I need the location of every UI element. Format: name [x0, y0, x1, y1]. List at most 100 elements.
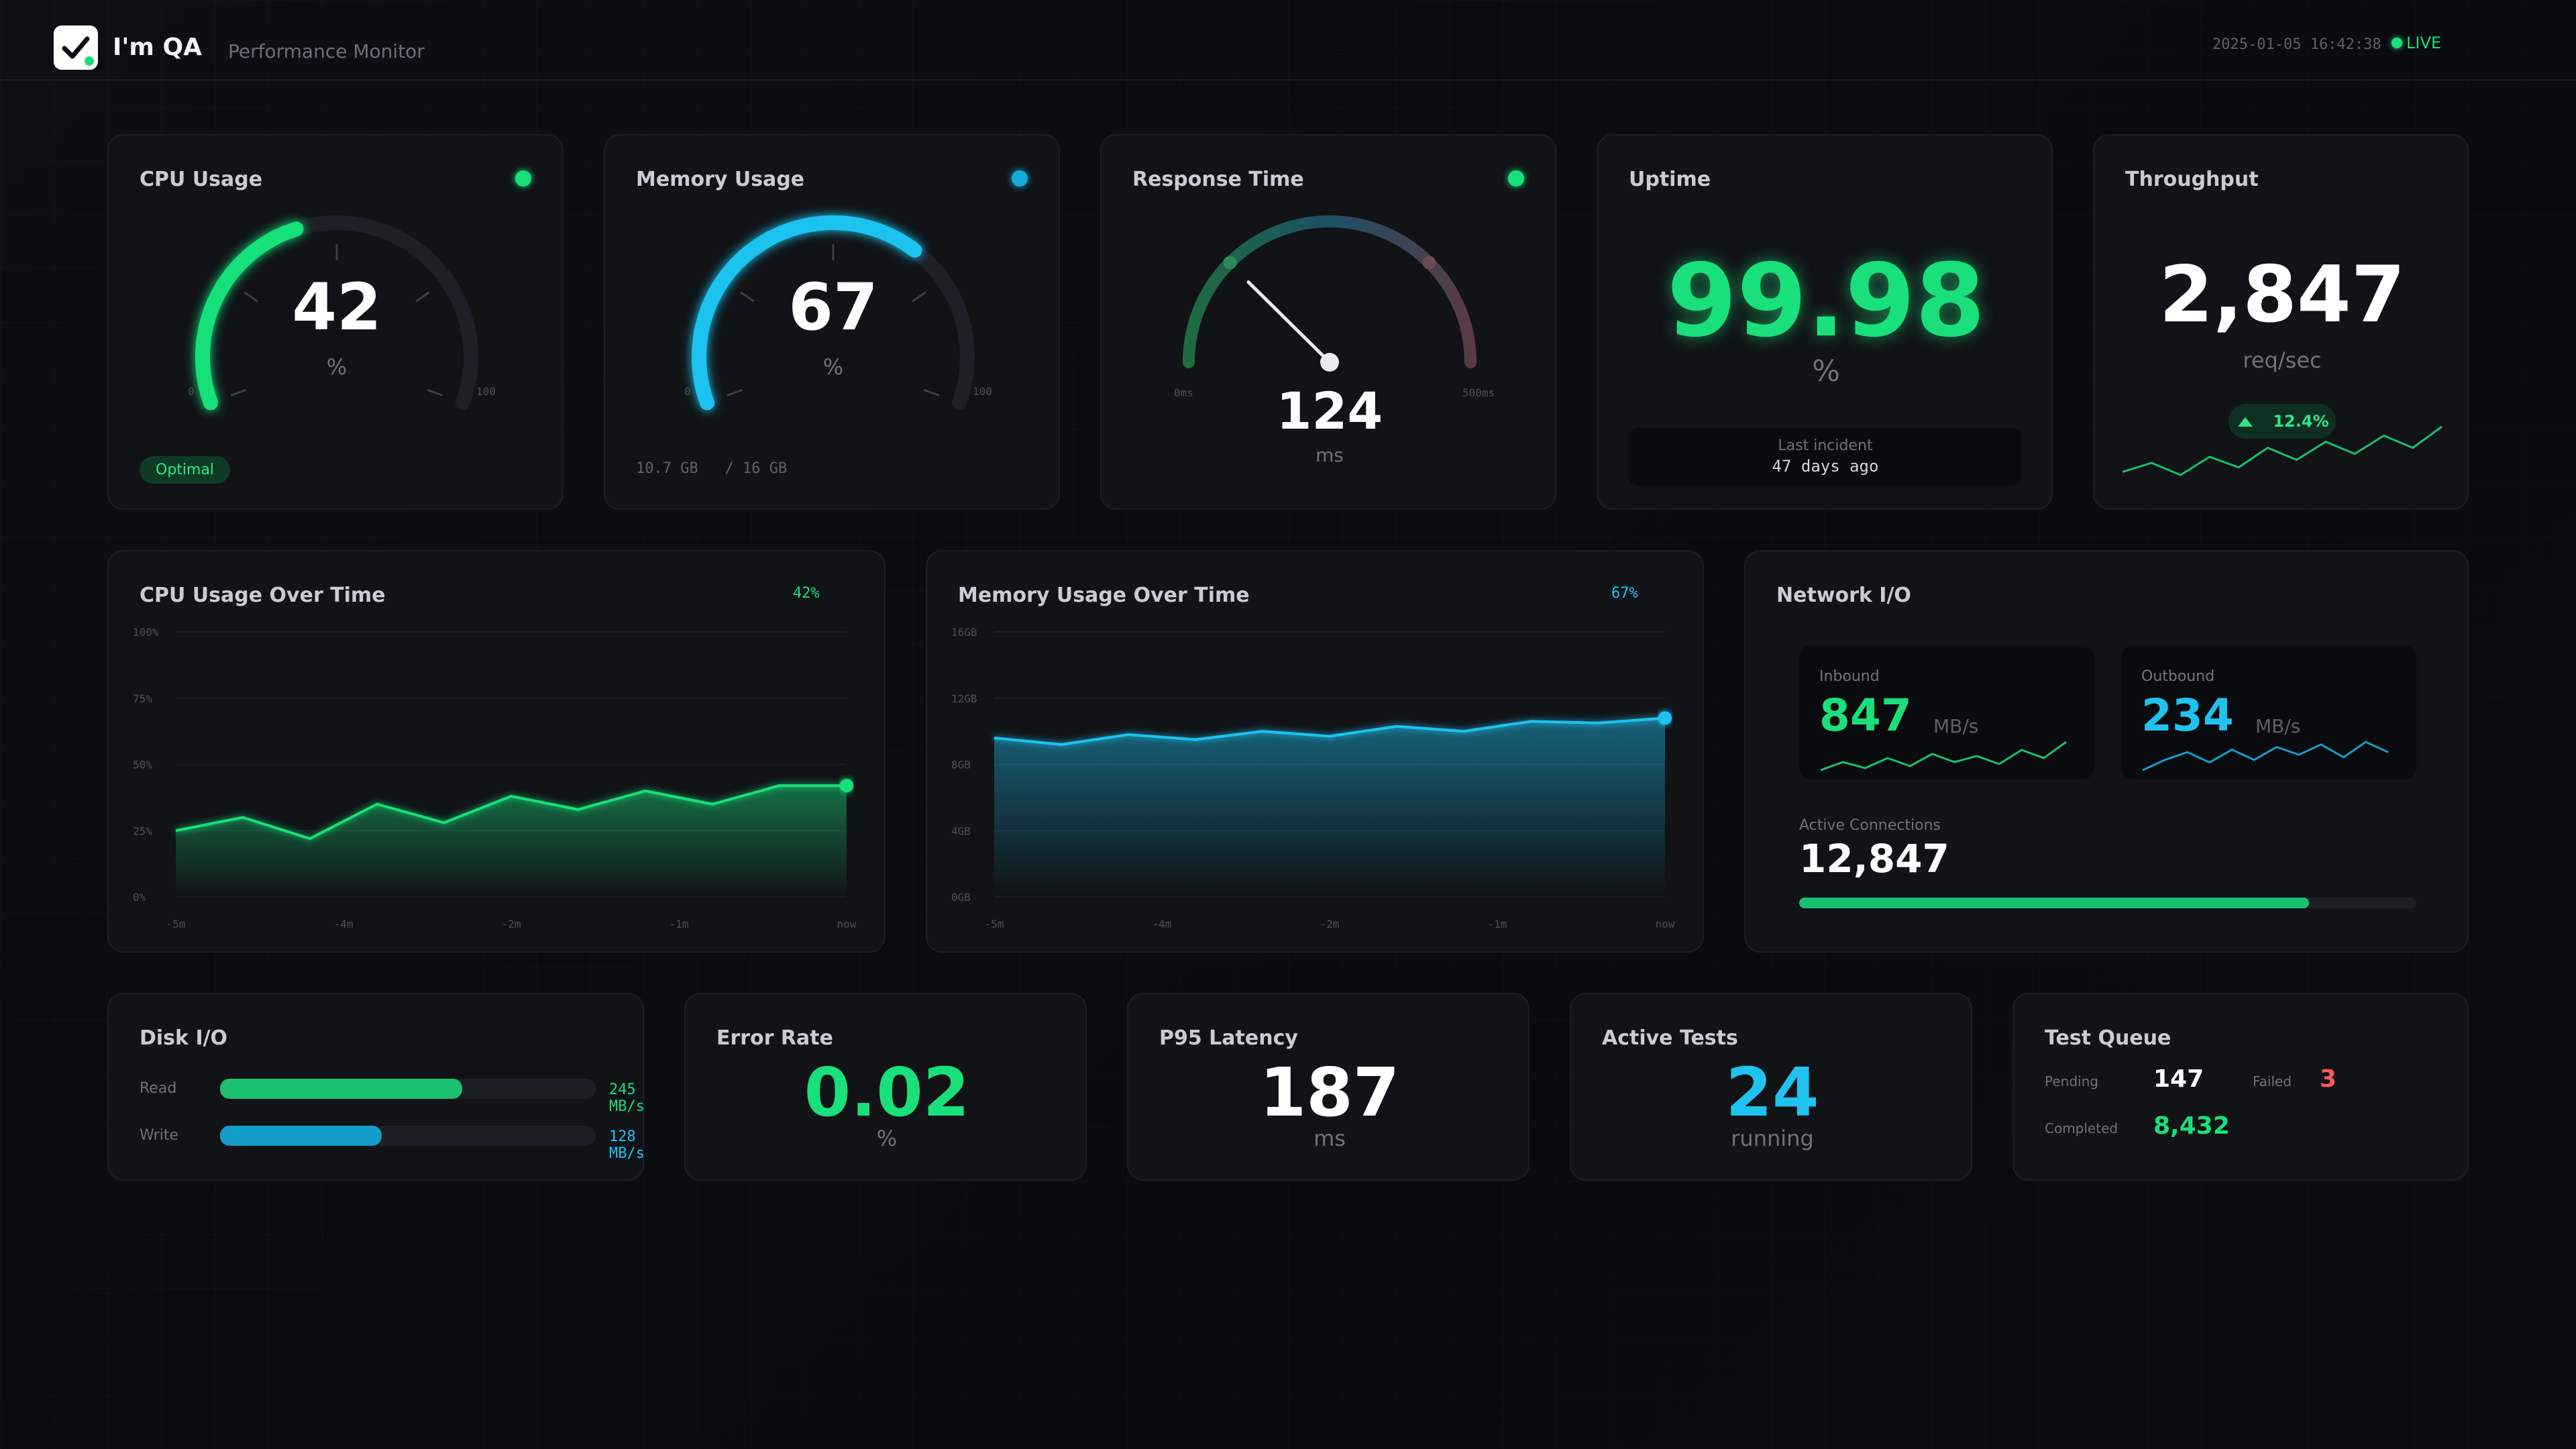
area-fill — [994, 718, 1665, 897]
connections-bar — [1799, 898, 2416, 908]
active-tests-unit: running — [1731, 1126, 1814, 1151]
response-value: 124 — [1276, 381, 1383, 441]
memory-footer: 10.7 GB / 16 GB — [636, 460, 787, 477]
timestamp: 2025-01-05 16:42:38 — [2212, 36, 2381, 53]
cpu-gauge — [195, 215, 478, 411]
arrow-up-icon — [2238, 417, 2253, 427]
error-rate-card: Error Rate 0.02 % — [684, 993, 1087, 1181]
x-tick-label: -5m — [166, 918, 186, 930]
status-dot — [1012, 170, 1028, 186]
connections-bar-fill — [1799, 898, 2309, 908]
disk-io-card: Disk I/O Read 245 MB/s Write 128 MB/s — [107, 993, 645, 1181]
outbound-line — [2142, 741, 2389, 771]
x-tick-label: now — [1656, 918, 1675, 930]
p95-latency-card: P95 Latency 187 ms — [1127, 993, 1529, 1181]
memory-total: / 16 GB — [724, 460, 788, 477]
current-point — [1658, 711, 1672, 725]
card-title: Error Rate — [716, 1026, 833, 1050]
x-tick-label: -2m — [1320, 918, 1340, 930]
y-tick-label: 8GB — [951, 759, 971, 771]
memory-used: 10.7 GB — [636, 460, 698, 477]
cpu-chart-card: CPU Usage Over Time 42% 100% 75% 50% 25% 0% -… — [107, 550, 885, 953]
x-tick-label: -1m — [1488, 918, 1507, 930]
error-unit: % — [876, 1126, 898, 1151]
y-tick-label: 25% — [133, 824, 152, 837]
inbound-sparkline — [1820, 741, 2067, 771]
y-tick-label: 50% — [133, 759, 152, 771]
response-unit: ms — [1316, 444, 1344, 466]
write-label: Write — [140, 1127, 179, 1144]
y-tick-label: 0GB — [951, 891, 971, 904]
cpu-unit: % — [326, 354, 347, 380]
gauge-tick — [427, 388, 443, 396]
gauge-tick — [727, 388, 743, 396]
read-label: Read — [140, 1080, 177, 1097]
outbound-label: Outbound — [2141, 668, 2215, 685]
trend-value: 12.4% — [2273, 412, 2329, 431]
memory-chart-card: Memory Usage Over Time 67% 16GB 12GB 8GB 4G… — [926, 550, 1704, 953]
card-title: Memory Usage — [636, 168, 805, 191]
inbound-line — [1820, 741, 2067, 771]
status-dot — [515, 170, 531, 186]
gauge-needle-hub — [1320, 353, 1339, 372]
uptime-card: Uptime 99.98 % Last incident 47 days ago — [1597, 134, 2053, 510]
memory-unit: % — [822, 354, 844, 380]
card-title: Uptime — [1629, 168, 1711, 191]
gauge-max-label: 500ms — [1462, 386, 1495, 399]
incident-label: Last incident — [1778, 437, 1873, 454]
gauge-fill — [195, 221, 304, 411]
inbound-box: Inbound 847 MB/s — [1799, 645, 2094, 780]
gauge-needle — [1246, 280, 1332, 364]
failed-value: 3 — [2320, 1065, 2337, 1093]
completed-label: Completed — [2045, 1120, 2118, 1136]
gauge-max-label: 100 — [476, 385, 496, 398]
network-io-card: Network I/O Inbound 847 MB/s Outbound 23… — [1744, 550, 2469, 953]
memory-usage-card: Memory Usage 67 % 0 100 10.7 GB / 16 GB — [604, 134, 1060, 510]
gauge-tick — [923, 388, 940, 396]
cpu-usage-card: CPU Usage 42 % 0 100 Optimal — [107, 134, 564, 510]
cpu-value: 42 — [292, 270, 382, 345]
throughput-unit: req/sec — [2243, 347, 2322, 373]
current-point — [840, 779, 853, 793]
x-tick-label: -4m — [334, 918, 354, 930]
outbound-sparkline — [2142, 741, 2389, 771]
gauge-marker — [1223, 256, 1237, 270]
logo — [54, 25, 98, 70]
write-value: 128 MB/s — [609, 1128, 645, 1162]
gauge-tick — [230, 388, 247, 396]
outbound-box: Outbound 234 MB/s — [2121, 645, 2416, 780]
current-value-badge: 42% — [793, 585, 820, 602]
live-label: LIVE — [2406, 34, 2442, 52]
write-bar-fill — [220, 1126, 382, 1146]
gauge-fill — [692, 215, 922, 411]
active-tests-card: Active Tests 24 running — [1570, 993, 1972, 1181]
outbound-unit: MB/s — [2255, 715, 2301, 737]
series-line — [994, 716, 1666, 746]
trend-badge: 12.4% — [2229, 404, 2336, 439]
page-subtitle: Performance Monitor — [228, 40, 425, 62]
live-dot-icon — [2392, 38, 2402, 48]
read-value: 245 MB/s — [609, 1081, 645, 1115]
card-title: Disk I/O — [140, 1026, 228, 1050]
x-tick-label: -4m — [1152, 918, 1172, 930]
last-incident-box: Last incident 47 days ago — [1629, 428, 2022, 486]
series-line — [175, 784, 847, 841]
gauge-tick — [415, 291, 430, 303]
gauge-tick — [912, 291, 926, 303]
gauge-min-label: 0ms — [1174, 386, 1193, 399]
uptime-unit: % — [1812, 354, 1840, 388]
y-tick-label: 100% — [133, 626, 159, 639]
memory-gauge — [692, 215, 975, 411]
pending-label: Pending — [2045, 1073, 2098, 1089]
outbound-value: 234 — [2141, 690, 2234, 741]
response-time-gauge — [1183, 215, 1477, 372]
uptime-value: 99.98 — [1666, 243, 1986, 360]
y-tick-label: 16GB — [951, 626, 977, 639]
test-queue-card: Test Queue Pending 147 Failed 3 Complete… — [2012, 993, 2469, 1181]
card-title: Test Queue — [2045, 1026, 2171, 1050]
gauge-min-label: 0 — [684, 385, 691, 398]
write-bar — [220, 1126, 596, 1146]
gauge-track — [1183, 215, 1477, 368]
connections-value: 12,847 — [1799, 836, 1949, 881]
gauge-min-label: 0 — [188, 385, 195, 398]
